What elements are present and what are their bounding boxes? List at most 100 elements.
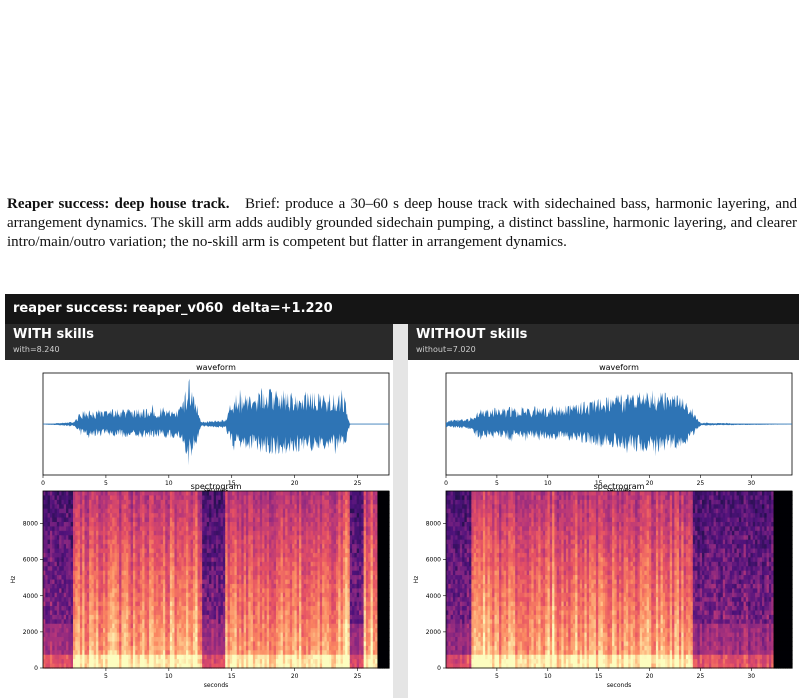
spectrogram-cell [269,606,272,612]
spectrogram-cell [305,561,309,567]
spectrogram-cell [72,575,76,581]
spectrogram-cell [296,561,300,567]
spectrogram-cell [195,495,199,501]
spectrogram-cell [47,526,51,532]
spectrogram-cell [310,645,314,651]
spectrogram-cell [56,623,60,629]
spectrogram-cell [102,592,106,598]
spectrogram-cell [317,491,321,497]
spectrogram-cell [151,495,155,501]
spectrogram-cell [252,526,256,532]
spectrogram-cell [98,570,102,576]
spectrogram-cell [52,526,56,532]
spectrogram-cell [299,606,302,612]
spectrogram-cell [165,561,169,567]
spectrogram-cell [292,513,296,519]
spectrogram-cell [271,632,275,638]
spectrogram-cell [216,535,219,541]
spectrogram-cell [89,597,93,603]
spectrogram-cell [259,619,263,625]
spectrogram-cell [305,491,309,497]
spectrogram-cell [257,495,261,501]
spectrogram-cell [305,614,309,620]
spectrogram-cell [299,623,302,629]
spectrogram-cell [218,623,222,629]
spectrogram-cell [93,579,97,585]
spectrogram-cell [128,499,132,505]
spectrogram-cell [257,521,261,527]
spectrogram-cell [49,663,53,669]
spectrogram-cell [96,650,99,656]
spectrogram-cell [116,597,120,603]
spectrogram-cell [63,619,67,625]
spectrogram-cell [144,619,148,625]
spectrogram-cell [49,583,53,589]
spectrogram-cell [317,530,321,536]
spectrogram-cell [303,654,307,660]
spectrogram-cell [299,504,302,510]
spectrogram-cell [269,570,272,576]
spectrogram-cell [176,579,180,585]
spectrogram-cell [179,535,182,541]
spectrogram-cell [310,552,314,558]
spectrogram-cell [128,592,132,598]
spectrogram-cell [144,544,148,550]
spectrogram-cell [248,659,252,665]
spectrogram-cell [123,583,127,589]
spectrogram-cell [91,491,95,497]
spectrogram-cell [183,583,187,589]
spectrogram-cell [82,632,86,638]
spectrogram-cell [232,606,236,612]
spectrogram-cell [132,557,136,563]
spectrogram-cell [273,495,277,501]
spectrogram-cell [266,628,270,634]
spectrogram-cell [142,521,146,527]
spectrogram-cell [192,619,196,625]
spectrogram-cell [262,517,266,523]
spectrogram-cell [72,654,76,660]
spectrogram-cell [239,548,242,554]
spectrogram-cell [66,663,69,669]
spectrogram-cell [82,557,86,563]
spectrogram-cell [126,610,129,616]
spectrogram-cell [75,628,79,634]
spectrogram-cell [116,614,120,620]
spectrogram-cell [195,597,199,603]
spectrogram-cell [241,650,245,656]
spectrogram-cell [315,663,319,669]
spectrogram-cell [82,495,86,501]
spectrogram-cell [222,561,226,567]
spectrogram-cell [255,561,259,567]
spectrogram-cell [137,606,141,612]
spectrogram-cell [252,561,256,567]
spectrogram-cell [239,583,242,589]
spectrogram-cell [204,628,208,634]
spectrogram-cell [91,632,95,638]
spectrogram-cell [56,570,60,576]
spectrogram-cell [257,645,261,651]
spectrogram-cell [156,641,159,647]
spectrogram-cell [130,566,134,572]
spectrogram-cell [308,632,312,638]
spectrogram-cell [278,526,282,532]
spectrogram-cell [72,579,76,585]
spectrogram-cell [77,623,81,629]
spectrogram-cell [269,663,272,669]
spectrogram-cell [162,513,166,519]
spectrogram-cell [100,588,104,594]
spectrogram-cell [262,557,266,563]
spectrogram-cell [70,552,74,558]
spectrogram-cell [326,583,330,589]
spectrogram-cell [114,566,118,572]
spectrogram-cell [130,548,134,554]
spectrogram-cell [128,575,132,581]
spectrogram-cell [144,663,148,669]
spectrogram-cell [102,614,106,620]
spectrogram-cell [280,544,284,550]
spectrogram-cell [213,614,217,620]
spectrogram-cell [132,588,136,594]
spectrogram-cell [179,601,182,607]
spectrogram-cell [75,650,79,656]
spectrogram-cell [324,530,328,536]
spectrogram-cell [312,566,316,572]
